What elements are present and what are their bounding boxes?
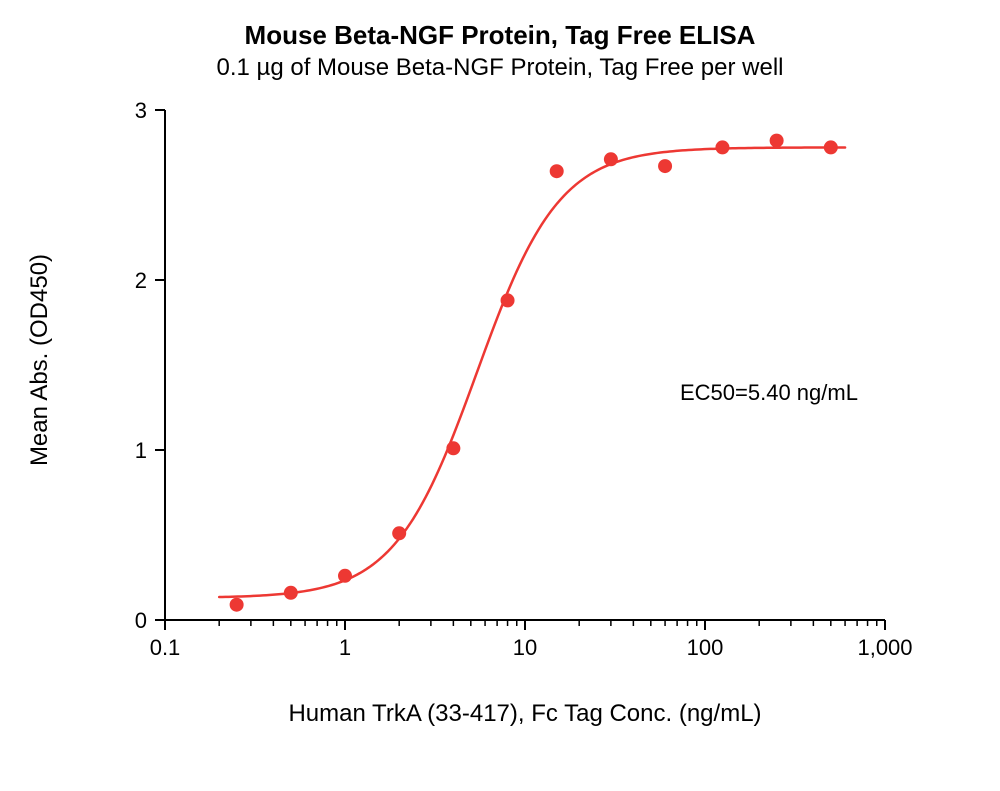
data-point (824, 140, 838, 154)
data-points (230, 134, 838, 612)
chart-title: Mouse Beta-NGF Protein, Tag Free ELISA (0, 20, 1000, 51)
data-point (501, 293, 515, 307)
svg-text:0: 0 (135, 608, 147, 633)
svg-text:10: 10 (513, 635, 537, 660)
svg-text:100: 100 (687, 635, 724, 660)
data-point (770, 134, 784, 148)
svg-text:1: 1 (135, 438, 147, 463)
plot-area: 0.11101001,000 0123 (165, 110, 885, 620)
svg-text:1,000: 1,000 (857, 635, 912, 660)
x-axis-label: Human TrkA (33-417), Fc Tag Conc. (ng/mL… (165, 700, 885, 728)
data-point (338, 569, 352, 583)
data-point (392, 526, 406, 540)
svg-text:3: 3 (135, 98, 147, 123)
svg-text:2: 2 (135, 268, 147, 293)
elisa-figure: Mouse Beta-NGF Protein, Tag Free ELISA 0… (0, 0, 1000, 791)
data-point (284, 586, 298, 600)
chart-subtitle: 0.1 µg of Mouse Beta-NGF Protein, Tag Fr… (0, 54, 1000, 82)
data-point (715, 140, 729, 154)
data-point (230, 598, 244, 612)
y-axis-label: Mean Abs. (OD450) (26, 254, 54, 466)
x-ticks: 0.1 1 10 100 1,000 (150, 620, 913, 660)
data-point (658, 159, 672, 173)
svg-text:0.1: 0.1 (150, 635, 181, 660)
axes (165, 110, 885, 620)
fit-curve (219, 147, 845, 597)
data-point (550, 164, 564, 178)
svg-text:1: 1 (339, 635, 351, 660)
y-ticks: 0 1 2 3 (135, 98, 165, 633)
data-point (446, 441, 460, 455)
data-point (604, 152, 618, 166)
